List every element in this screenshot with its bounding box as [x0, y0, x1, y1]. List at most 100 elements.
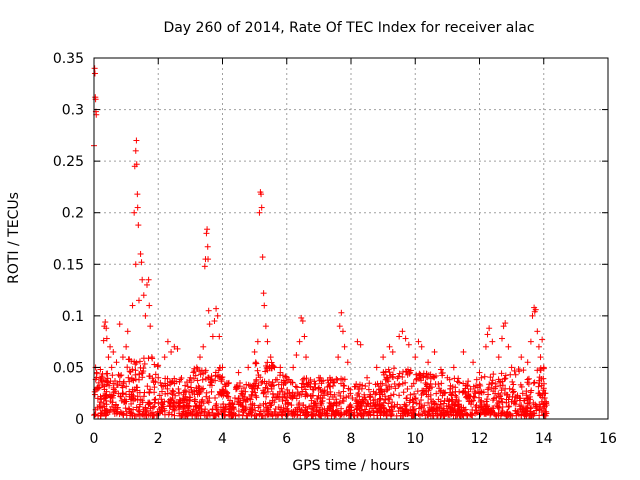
data-point-dense [218, 376, 225, 383]
data-point-dense [460, 380, 467, 387]
data-point-dense [416, 370, 423, 377]
data-point-dense [386, 369, 393, 376]
data-point-dense [410, 380, 417, 387]
data-point-dense [176, 410, 183, 417]
data-point-dense [149, 375, 156, 382]
data-point [502, 320, 509, 327]
data-point-dense [246, 395, 253, 402]
data-point-dense [429, 412, 436, 419]
data-point-dense [525, 381, 532, 388]
data-point-dense [347, 390, 354, 397]
data-point-dense [208, 382, 215, 389]
data-point-dense [526, 393, 533, 400]
data-point-dense [351, 412, 358, 419]
data-point-dense [483, 409, 490, 416]
data-point-dense [140, 406, 147, 413]
data-point-dense [123, 391, 130, 398]
data-point-dense [434, 412, 441, 419]
data-point [437, 366, 444, 373]
data-point [256, 209, 263, 216]
data-point-dense [330, 379, 337, 386]
data-point-dense [265, 378, 272, 385]
data-point-dense [190, 369, 197, 376]
data-point-dense [154, 363, 161, 370]
data-point-dense [115, 371, 122, 378]
data-point [161, 354, 168, 361]
data-point-dense [140, 368, 147, 375]
data-point-dense [155, 362, 162, 369]
data-point-dense [438, 380, 445, 387]
data-point-dense [298, 406, 305, 413]
data-point [293, 352, 300, 359]
data-point-dense [338, 405, 345, 412]
data-point-dense [100, 382, 107, 389]
data-point-dense [509, 412, 516, 419]
data-point-dense [293, 395, 300, 402]
data-point-dense [499, 382, 506, 389]
data-point-dense [102, 377, 109, 384]
data-point-dense [212, 377, 219, 384]
data-point-dense [388, 403, 395, 410]
data-point [415, 338, 422, 345]
data-point [277, 369, 284, 376]
data-point [518, 354, 525, 361]
data-point-dense [367, 400, 374, 407]
data-point-dense [251, 380, 258, 387]
data-point-dense [511, 367, 518, 374]
data-point-dense [509, 386, 516, 393]
data-point-dense [477, 398, 484, 405]
data-point-dense [114, 406, 121, 413]
data-point-dense [424, 412, 431, 419]
data-point-dense [387, 372, 394, 379]
data-point-dense [382, 396, 389, 403]
data-point-dense [258, 379, 265, 386]
data-point-dense [326, 405, 333, 412]
data-point-dense [182, 393, 189, 400]
data-point-dense [284, 400, 291, 407]
data-point [103, 335, 110, 342]
data-point [258, 204, 265, 211]
data-point [500, 323, 507, 330]
data-point [245, 364, 252, 371]
data-point-dense [459, 389, 466, 396]
data-point-dense [386, 396, 393, 403]
data-point-dense [425, 393, 432, 400]
data-point-dense [514, 392, 521, 399]
data-point-dense [284, 394, 291, 401]
data-point-dense [289, 392, 296, 399]
data-point-dense [233, 382, 240, 389]
data-point-dense [534, 367, 541, 374]
data-point-dense [229, 400, 236, 407]
data-point-dense [124, 364, 131, 371]
data-point-dense [166, 378, 173, 385]
data-point-dense [97, 412, 104, 419]
data-point-dense [526, 399, 533, 406]
data-point-dense [383, 382, 390, 389]
data-point-dense [464, 383, 471, 390]
data-point-dense [370, 409, 377, 416]
data-point [489, 338, 496, 345]
data-point-dense [181, 403, 188, 410]
data-point-dense [255, 372, 262, 379]
data-point-dense [106, 382, 113, 389]
data-point [535, 343, 542, 350]
data-point-dense [215, 411, 222, 418]
data-point-dense [391, 380, 398, 387]
data-point-dense [109, 372, 116, 379]
data-point-dense [173, 399, 180, 406]
data-point [155, 374, 162, 381]
data-point-dense [399, 380, 406, 387]
data-point-dense [444, 396, 451, 403]
data-point-dense [517, 381, 524, 388]
data-point [251, 348, 258, 355]
data-point [124, 328, 131, 335]
data-point-dense [260, 389, 267, 396]
data-point-dense [399, 374, 406, 381]
data-point-dense [202, 369, 209, 376]
data-point-dense [427, 380, 434, 387]
data-point-dense [139, 399, 146, 406]
data-point-dense [512, 407, 519, 414]
data-point-dense [413, 371, 420, 378]
data-point-dense [319, 397, 326, 404]
